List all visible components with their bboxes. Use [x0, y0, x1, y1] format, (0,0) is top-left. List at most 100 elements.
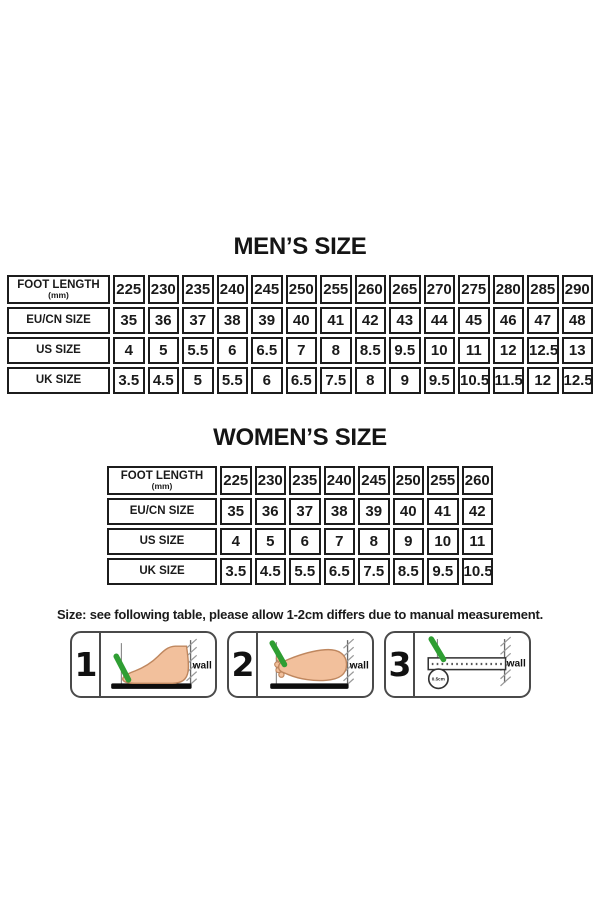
wall-label: wall [348, 661, 368, 672]
size-cell: 280 [492, 275, 524, 304]
row-label: FOOT LENGTH (mm) [7, 275, 110, 304]
size-cell: 35 [220, 497, 252, 525]
size-cell: 37 [289, 497, 321, 525]
size-cell: 44 [423, 306, 455, 334]
size-cell: 4 [220, 527, 252, 555]
foot-side-diagram: wall [110, 638, 211, 689]
step-number: 3 [386, 632, 415, 696]
size-cell: 12 [492, 336, 524, 364]
size-cell: 250 [392, 465, 424, 495]
size-cell: 5.5 [182, 336, 214, 364]
size-cell: 40 [285, 306, 317, 334]
size-cell: 8 [354, 366, 386, 394]
size-cell: 6.5 [285, 366, 317, 394]
size-cell: 4 [113, 336, 145, 364]
size-cell: 39 [358, 497, 390, 525]
step-panel-1: 1 wall [69, 630, 217, 698]
size-cell: 7 [323, 527, 355, 555]
size-cell: 255 [427, 465, 459, 495]
size-cell: 12 [527, 366, 559, 394]
foot-top-diagram: wall [268, 638, 368, 689]
size-cell: 10 [423, 336, 455, 364]
size-table-row: US SIZE 4 5 5.5 6 6.5 7 8 8.5 9.5 10 11 12 12.5 13 [7, 336, 593, 364]
size-cell: 48 [561, 306, 593, 334]
size-cell: 36 [147, 306, 179, 334]
size-cell: 6.5 [323, 557, 355, 585]
size-cell: 225 [113, 275, 145, 304]
size-cell: 10.5 [461, 557, 493, 585]
size-cell: 9.5 [427, 557, 459, 585]
size-cell: 6 [216, 336, 248, 364]
size-cell: 45 [458, 306, 490, 334]
size-cell: 9.5 [389, 336, 421, 364]
wall-label: wall [505, 659, 525, 670]
size-table-row: US SIZE 4 5 6 7 8 9 10 11 [107, 527, 493, 555]
womens-size-table-body: FOOT LENGTH (mm) 225 230 235 240 245 250 255 260 E… [107, 465, 493, 585]
measurement-note: Size: see following table, please allow … [56, 606, 544, 622]
size-cell: 8 [358, 527, 390, 555]
magnifier-label: 0.5cm [431, 677, 444, 682]
row-label: US SIZE [107, 527, 217, 555]
row-label: UK SIZE [7, 366, 110, 394]
size-cell: 230 [254, 465, 286, 495]
size-cell: 245 [251, 275, 283, 304]
magnifier-circle [427, 668, 449, 690]
size-cell: 37 [182, 306, 214, 334]
size-cell: 11.5 [492, 366, 524, 394]
size-cell: 8 [320, 336, 352, 364]
mens-size-table: FOOT LENGTH (mm) 225 230 235 240 245 250 255 260 2… [4, 272, 596, 397]
foot-top-illustration [277, 648, 347, 682]
size-cell: 245 [358, 465, 390, 495]
size-cell: 38 [323, 497, 355, 525]
size-cell: 4.5 [147, 366, 179, 394]
size-cell: 12.5 [527, 336, 559, 364]
size-cell: 9 [389, 366, 421, 394]
size-table-row: EU/CN SIZE 35 36 37 38 39 40 41 42 [107, 497, 493, 525]
green-check-icon [112, 653, 131, 683]
size-cell: 235 [289, 465, 321, 495]
size-table-row: FOOT LENGTH (mm) 225 230 235 240 245 250 255 260 2… [7, 275, 593, 304]
size-cell: 230 [147, 275, 179, 304]
womens-size-title: WOMEN’S SIZE [213, 423, 387, 451]
size-cell: 5 [182, 366, 214, 394]
size-cell: 5.5 [216, 366, 248, 394]
step-panel-3: 3 0.5cm wall [383, 630, 531, 698]
row-label: UK SIZE [107, 557, 217, 585]
size-cell: 255 [320, 275, 352, 304]
size-cell: 9.5 [423, 366, 455, 394]
size-table-row: FOOT LENGTH (mm) 225 230 235 240 245 250 255 260 [107, 465, 493, 495]
size-cell: 260 [461, 465, 493, 495]
size-cell: 11 [461, 527, 493, 555]
size-cell: 7.5 [320, 366, 352, 394]
size-cell: 7.5 [358, 557, 390, 585]
floor-bar [269, 683, 349, 689]
size-cell: 7 [285, 336, 317, 364]
size-cell: 10 [427, 527, 459, 555]
size-table-row: UK SIZE 3.5 4.5 5.5 6.5 7.5 8.5 9.5 10.5 [107, 557, 493, 585]
row-label: US SIZE [7, 336, 110, 364]
green-check-icon [268, 640, 287, 668]
step-number: 2 [229, 632, 258, 696]
size-cell: 35 [113, 306, 145, 334]
size-cell: 6.5 [251, 336, 283, 364]
size-table-row: EU/CN SIZE 35 36 37 38 39 40 41 42 43 44 45 46 47 48 [7, 306, 593, 334]
size-table-row: UK SIZE 3.5 4.5 5 5.5 6 6.5 7.5 8 9 9.5 10.5 11.5 12 1… [7, 366, 593, 394]
step-panel-2: 2 wall [226, 630, 374, 698]
row-label: EU/CN SIZE [107, 497, 217, 525]
mens-size-table-body: FOOT LENGTH (mm) 225 230 235 240 245 250 255 260 2… [7, 275, 593, 394]
size-cell: 39 [251, 306, 283, 334]
size-cell: 260 [354, 275, 386, 304]
size-cell: 225 [220, 465, 252, 495]
size-cell: 5.5 [289, 557, 321, 585]
size-cell: 41 [320, 306, 352, 334]
ruler-diagram: 0.5cm wall [426, 636, 525, 690]
floor-bar [110, 683, 192, 689]
wall-hatch [185, 638, 197, 689]
size-cell: 42 [461, 497, 493, 525]
row-label: EU/CN SIZE [7, 306, 110, 334]
size-cell: 12.5 [561, 366, 593, 394]
size-cell: 5 [147, 336, 179, 364]
size-cell: 47 [527, 306, 559, 334]
size-cell: 41 [427, 497, 459, 525]
size-cell: 42 [354, 306, 386, 334]
